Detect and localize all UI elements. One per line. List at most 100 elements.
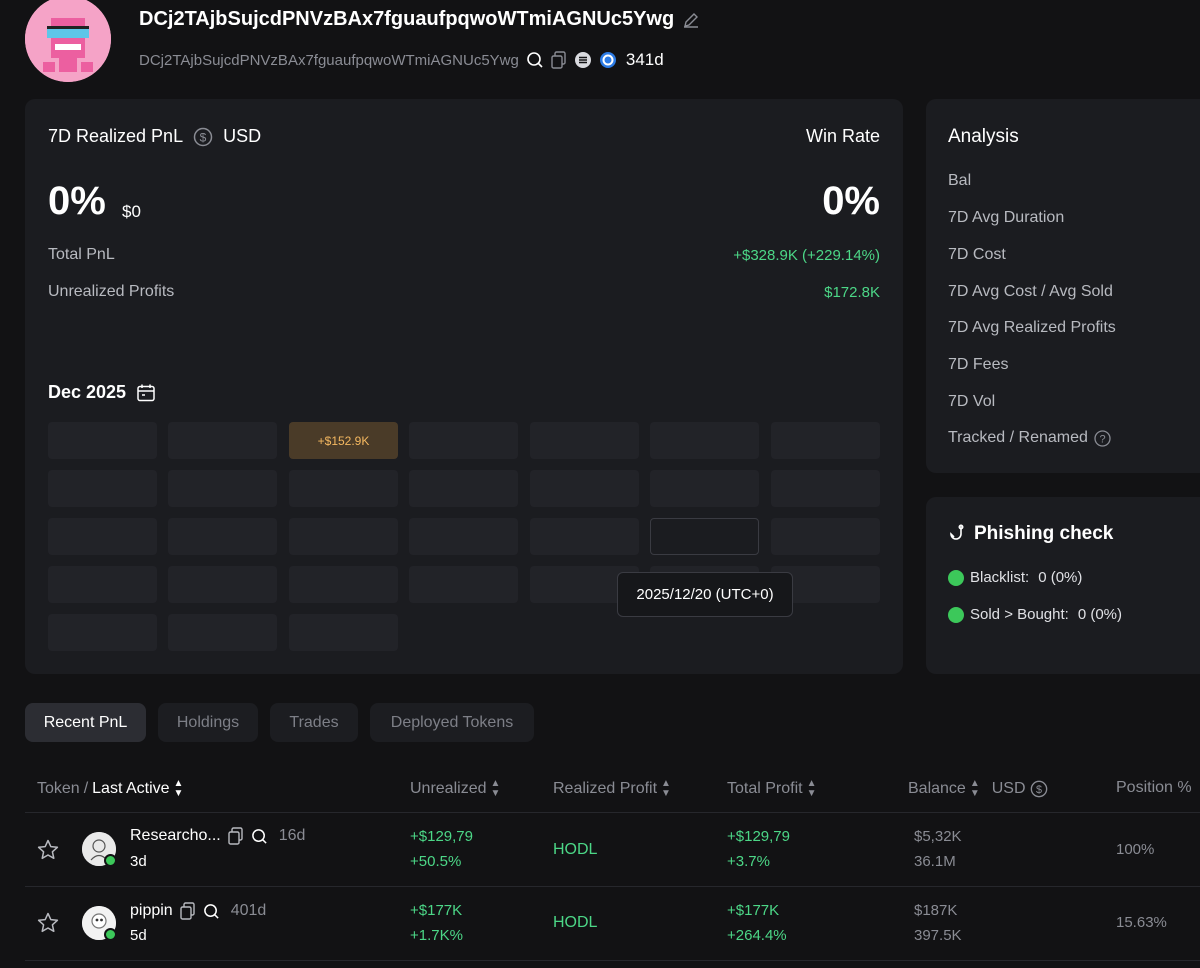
calendar-day-cell[interactable] (168, 470, 277, 507)
tab-deployed-tokens[interactable]: Deployed Tokens (370, 703, 534, 742)
verified-badge-icon (104, 854, 117, 867)
wallet-address-row: DCj2TAjbSujcdPNVzBAx7fguaufpqwoWTmiAGNUc… (139, 50, 664, 70)
token-name[interactable]: Researcho... (130, 827, 221, 844)
sort-icon[interactable]: ▲ ▼ (490, 778, 501, 799)
calendar-day-cell[interactable] (771, 470, 880, 507)
phishing-title-text: Phishing check (974, 523, 1114, 544)
star-icon[interactable] (36, 838, 60, 862)
total-profit-pct: +264.4% (727, 927, 787, 944)
balance-amount: 397.5K (914, 927, 962, 944)
analysis-cost: 7D Cost (948, 246, 1006, 263)
col-position-label: Position % (1116, 779, 1192, 796)
calendar-day-cell[interactable] (771, 422, 880, 459)
table-divider (25, 960, 1200, 961)
calendar-tooltip: 2025/12/20 (UTC+0) (617, 572, 793, 617)
realized-profit: HODL (553, 841, 598, 858)
blacklist-label: Blacklist: (970, 569, 1030, 586)
calendar-day-cell[interactable] (530, 470, 639, 507)
total-pnl-label: Total PnL (48, 246, 115, 263)
col-balance-header[interactable]: Balance ▲ ▼ USD $ (908, 779, 1048, 799)
unrealized-profits-label: Unrealized Profits (48, 283, 175, 300)
phishing-sold-bought: Sold > Bought: 0 (0%) (948, 606, 1122, 623)
calendar-day-cell[interactable] (409, 470, 518, 507)
svg-text:$: $ (200, 130, 207, 144)
search-icon[interactable] (251, 828, 268, 845)
col-balance-currency[interactable]: USD (991, 780, 1026, 797)
analysis-tracked: Tracked / Renamed ? (948, 429, 1111, 447)
currency-switch-icon[interactable]: $ (193, 127, 213, 147)
calendar-day-cell[interactable]: +$152.9K (289, 422, 398, 459)
edit-icon[interactable] (682, 11, 700, 29)
help-icon[interactable]: ? (1094, 429, 1111, 447)
calendar-day-cell[interactable] (650, 470, 759, 507)
calendar-day-cell[interactable] (168, 422, 277, 459)
calendar-day-cell[interactable] (168, 518, 277, 555)
unrealized-usd: +$177K (410, 902, 463, 919)
wallet-title: DCj2TAjbSujcdPNVzBAx7fguaufpqwoWTmiAGNUc… (139, 8, 700, 31)
col-last-active-label[interactable]: Last Active (92, 780, 170, 797)
calendar-day-cell[interactable] (168, 614, 277, 651)
col-realized-label: Realized Profit (553, 780, 658, 797)
balance-usd: $187K (914, 902, 958, 919)
status-ok-icon (948, 569, 964, 586)
currency-switch-icon[interactable]: $ (1030, 780, 1048, 798)
calendar-day-cell[interactable] (409, 518, 518, 555)
calendar-day-cell[interactable] (771, 518, 880, 555)
calendar-day-cell[interactable] (168, 566, 277, 603)
calendar-day-cell[interactable] (289, 566, 398, 603)
calendar-day-cell[interactable] (409, 566, 518, 603)
sold-bought-value: 0 (0%) (1077, 606, 1123, 623)
analysis-avg-realized: 7D Avg Realized Profits (948, 319, 1116, 336)
analysis-vol: 7D Vol (948, 393, 996, 410)
sort-icon[interactable]: ▲ ▼ (969, 778, 980, 799)
balance-usd: $5,32K (914, 828, 962, 845)
chain-icon (599, 51, 617, 69)
token-name[interactable]: pippin (130, 902, 173, 919)
sort-icon[interactable]: ▲ ▼ (806, 778, 817, 799)
sort-icon[interactable]: ▲ ▼ (661, 778, 671, 799)
position-pct: 15.63% (1116, 914, 1167, 931)
copy-icon[interactable] (551, 51, 567, 69)
calendar-icon[interactable] (136, 383, 156, 403)
phishing-card: Phishing check Blacklist: 0 (0%) Sold > … (926, 497, 1200, 674)
tab-holdings[interactable]: Holdings (158, 703, 258, 742)
analysis-title: Analysis (948, 126, 1019, 147)
col-token-header[interactable]: Token / Last Active ▲ ▼ (37, 779, 183, 799)
copy-icon[interactable] (180, 902, 196, 920)
calendar-day-cell[interactable] (48, 470, 157, 507)
star-icon[interactable] (36, 911, 60, 935)
col-realized-header[interactable]: Realized Profit ▲ ▼ (553, 779, 671, 799)
tab-trades[interactable]: Trades (270, 703, 358, 742)
phishing-blacklist: Blacklist: 0 (0%) (948, 569, 1082, 586)
calendar-day-cell[interactable] (530, 518, 639, 555)
calendar-day-cell[interactable] (289, 470, 398, 507)
calendar-day-cell[interactable] (409, 422, 518, 459)
copy-icon[interactable] (228, 827, 244, 845)
search-icon[interactable] (203, 903, 220, 920)
col-total-header[interactable]: Total Profit ▲ ▼ (727, 779, 817, 799)
calendar-day-cell[interactable] (48, 566, 157, 603)
calendar-day-cell[interactable] (289, 614, 398, 651)
token-last-active: 3d (130, 853, 147, 870)
calendar-month: Dec 2025 (48, 382, 127, 402)
calendar-day-cell[interactable] (530, 422, 639, 459)
menu-circle-icon[interactable] (574, 51, 592, 69)
tab-recent-pnl[interactable]: Recent PnL (25, 703, 146, 742)
calendar-day-cell[interactable] (48, 518, 157, 555)
wallet-address: DCj2TAjbSujcdPNVzBAx7fguaufpqwoWTmiAGNUc… (139, 51, 519, 69)
calendar-day-cell[interactable] (48, 422, 157, 459)
col-unrealized-label: Unrealized (410, 780, 487, 797)
analysis-bal: Bal (948, 172, 972, 189)
calendar-day-cell[interactable] (650, 518, 759, 555)
calendar-day-cell[interactable] (650, 422, 759, 459)
analysis-tracked-label: Tracked / Renamed (948, 429, 1088, 446)
search-icon[interactable] (526, 51, 544, 69)
col-total-label: Total Profit (727, 780, 803, 797)
token-avatar (82, 906, 117, 941)
token-last-active: 5d (130, 927, 147, 944)
calendar-day-cell[interactable] (48, 614, 157, 651)
pnl-currency[interactable]: USD (223, 126, 262, 146)
calendar-day-cell[interactable] (289, 518, 398, 555)
col-unrealized-header[interactable]: Unrealized ▲ ▼ (410, 779, 500, 799)
sort-icon[interactable]: ▲ ▼ (173, 778, 184, 799)
